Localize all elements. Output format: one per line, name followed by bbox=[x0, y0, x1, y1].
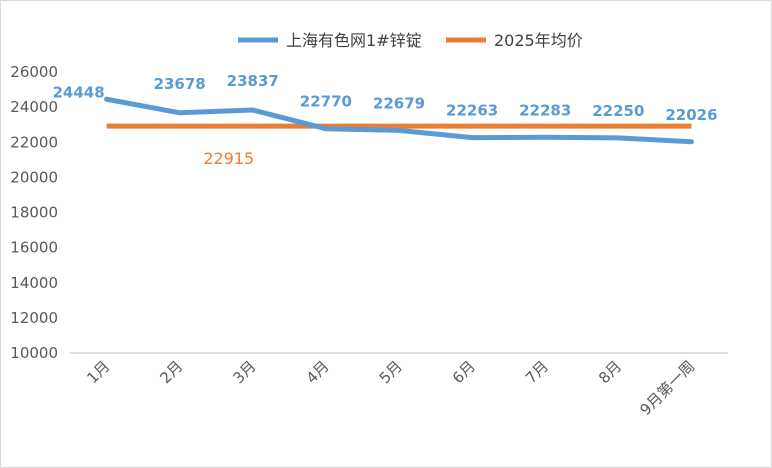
x-tick-label: 9月第一周 bbox=[636, 357, 698, 419]
legend-label-zinc: 上海有色网1#锌锭 bbox=[286, 31, 422, 50]
drop-lines bbox=[105, 99, 693, 353]
y-tick-label: 24000 bbox=[10, 98, 58, 116]
data-label-average: 22915 bbox=[203, 149, 254, 168]
legend: 上海有色网1#锌锭 2025年均价 bbox=[238, 31, 583, 50]
x-tick-label: 6月 bbox=[449, 357, 479, 387]
x-tick-label: 3月 bbox=[230, 357, 260, 387]
data-label-zinc: 22679 bbox=[373, 94, 425, 112]
x-tick-label: 2月 bbox=[156, 357, 186, 387]
data-label-zinc: 24448 bbox=[52, 83, 104, 101]
x-tick-label: 1月 bbox=[83, 357, 113, 387]
y-tick-label: 10000 bbox=[10, 344, 58, 362]
x-tick-label: 4月 bbox=[303, 357, 333, 387]
x-tick-label: 5月 bbox=[376, 357, 406, 387]
y-tick-label: 16000 bbox=[10, 239, 58, 257]
data-label-zinc: 22263 bbox=[446, 102, 498, 120]
legend-label-average: 2025年均价 bbox=[494, 31, 583, 50]
data-label-zinc: 22283 bbox=[519, 101, 571, 119]
y-tick-label: 12000 bbox=[10, 309, 58, 327]
data-labels: 24448 23678 23837 22770 22679 22263 22283 22250… bbox=[52, 72, 717, 168]
y-tick-label: 20000 bbox=[10, 168, 58, 186]
data-label-zinc: 22026 bbox=[665, 106, 717, 124]
data-label-zinc: 23678 bbox=[154, 75, 206, 93]
y-tick-label: 26000 bbox=[10, 63, 58, 81]
y-tick-label: 18000 bbox=[10, 204, 58, 222]
data-label-zinc: 22770 bbox=[300, 93, 352, 111]
y-axis: 10000 12000 14000 16000 18000 20000 22000 24000… bbox=[10, 63, 58, 362]
data-label-zinc: 22250 bbox=[592, 102, 644, 120]
series-line-zinc bbox=[104, 96, 694, 145]
series-layer bbox=[104, 96, 694, 145]
data-label-zinc: 23837 bbox=[227, 72, 279, 90]
x-tick-label: 8月 bbox=[595, 357, 625, 387]
x-axis: 1月 2月 3月 4月 5月 6月 7月 8月 9月第一周 bbox=[83, 357, 698, 419]
x-tick-label: 7月 bbox=[522, 357, 552, 387]
y-tick-label: 22000 bbox=[10, 133, 58, 151]
y-tick-label: 14000 bbox=[10, 274, 58, 292]
